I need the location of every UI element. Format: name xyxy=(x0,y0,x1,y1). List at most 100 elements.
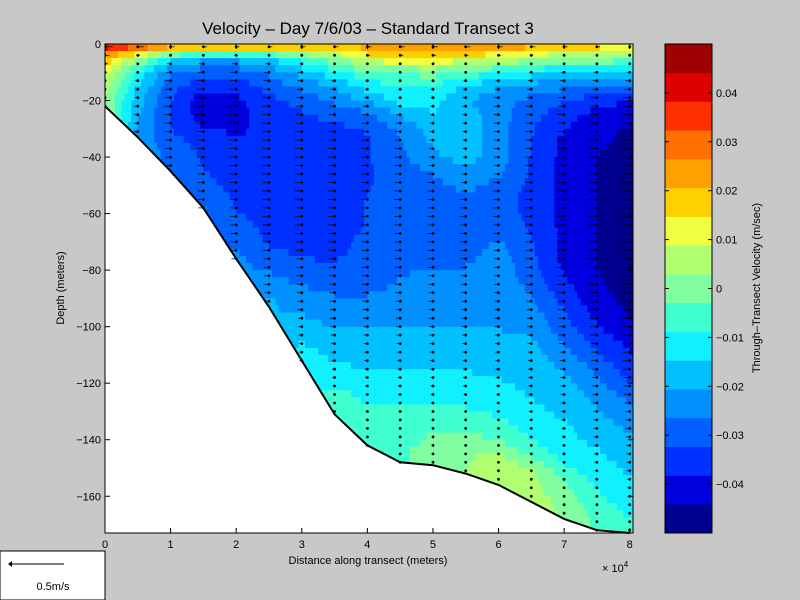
field-cell xyxy=(298,298,303,306)
field-cell xyxy=(475,100,480,108)
field-cell xyxy=(390,79,394,87)
field-cell xyxy=(288,51,293,59)
field-cell xyxy=(324,171,329,179)
field-cell xyxy=(406,58,411,66)
field-cell xyxy=(482,467,486,476)
field-cell xyxy=(488,44,493,52)
field-cell xyxy=(390,390,394,398)
field-cell xyxy=(413,241,417,250)
field-cell xyxy=(193,51,198,59)
field-cell xyxy=(380,270,385,278)
field-cell xyxy=(469,86,473,94)
field-cell xyxy=(377,263,381,271)
field-cell xyxy=(259,79,263,87)
field-cell xyxy=(328,192,332,200)
field-cell xyxy=(301,121,306,130)
field-cell xyxy=(373,404,378,412)
field-cell xyxy=(308,354,313,363)
field-cell xyxy=(462,467,467,476)
field-cell xyxy=(446,411,450,419)
field-cell xyxy=(354,383,358,391)
field-cell xyxy=(262,241,267,250)
field-cell xyxy=(246,93,250,101)
field-cell xyxy=(278,51,283,59)
field-cell xyxy=(452,44,457,52)
field-cell xyxy=(478,270,483,278)
field-cell xyxy=(226,150,231,158)
field-cell xyxy=(446,150,450,158)
field-cell xyxy=(419,241,424,250)
field-cell xyxy=(380,404,385,412)
field-cell xyxy=(334,86,339,94)
field-cell xyxy=(118,65,122,73)
field-cell xyxy=(305,305,309,313)
field-cell xyxy=(249,185,253,193)
field-cell xyxy=(462,418,467,426)
field-cell xyxy=(469,79,473,87)
field-cell xyxy=(301,354,306,363)
field-cell xyxy=(114,44,119,52)
field-cell xyxy=(255,44,260,52)
field-cell xyxy=(164,86,168,94)
field-cell xyxy=(131,114,135,123)
field-cell xyxy=(219,58,224,66)
field-cell xyxy=(229,72,234,80)
field-cell xyxy=(285,248,290,257)
field-cell xyxy=(311,270,316,278)
field-cell xyxy=(370,333,375,342)
field-cell xyxy=(462,199,467,207)
field-cell xyxy=(367,185,372,193)
field-cell xyxy=(164,150,168,158)
field-cell xyxy=(436,44,440,52)
field-cell xyxy=(318,86,322,94)
field-cell xyxy=(308,326,313,335)
field-cell xyxy=(180,164,185,172)
field-cell xyxy=(226,65,231,73)
field-cell xyxy=(268,192,273,200)
field-cell xyxy=(341,305,345,313)
field-cell xyxy=(216,157,221,165)
field-cell xyxy=(249,72,253,80)
field-cell xyxy=(396,58,401,66)
field-cell xyxy=(400,255,404,264)
field-cell xyxy=(321,347,326,356)
field-cell xyxy=(308,44,313,52)
field-cell xyxy=(173,142,178,151)
field-cell xyxy=(426,107,431,116)
field-cell xyxy=(475,255,480,264)
field-cell xyxy=(383,220,388,229)
field-cell xyxy=(495,206,499,214)
velocity-field xyxy=(105,44,633,533)
field-cell xyxy=(419,100,424,108)
field-cell xyxy=(462,164,467,172)
field-cell xyxy=(455,255,460,264)
field-cell xyxy=(275,72,280,80)
field-cell xyxy=(409,340,414,349)
field-cell xyxy=(413,107,417,116)
field-cell xyxy=(360,326,365,335)
field-cell xyxy=(472,383,476,391)
field-cell xyxy=(423,376,427,384)
field-cell xyxy=(246,135,250,144)
field-cell xyxy=(328,376,332,384)
field-cell xyxy=(459,58,463,66)
field-cell xyxy=(272,277,276,285)
field-cell xyxy=(387,121,391,130)
field-cell xyxy=(367,298,372,306)
field-cell xyxy=(367,164,372,172)
field-cell xyxy=(154,135,158,144)
field-cell xyxy=(495,460,499,469)
field-cell xyxy=(455,284,460,292)
field-cell xyxy=(252,72,257,80)
field-cell xyxy=(452,107,457,116)
field-cell xyxy=(219,185,224,193)
field-cell xyxy=(387,241,391,250)
field-cell xyxy=(203,171,208,179)
field-cell xyxy=(387,192,391,200)
field-cell xyxy=(416,157,421,165)
field-cell xyxy=(459,185,463,193)
field-cell xyxy=(364,121,368,130)
field-cell xyxy=(403,65,408,73)
field-cell xyxy=(393,100,398,108)
field-cell xyxy=(478,100,483,108)
